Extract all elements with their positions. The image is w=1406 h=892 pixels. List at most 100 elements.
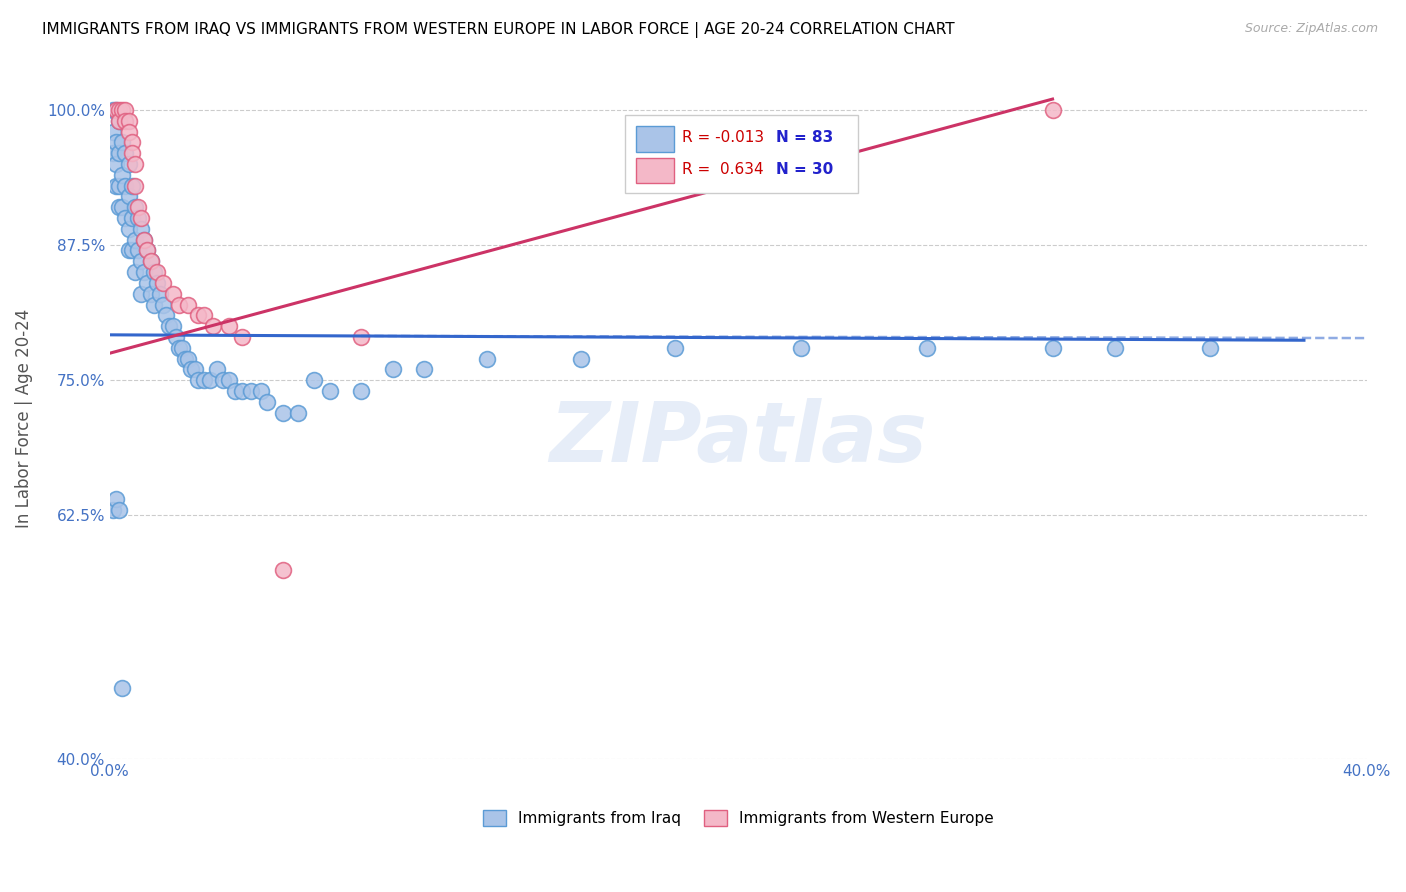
Point [114, 146, 136, 161]
FancyBboxPatch shape [626, 115, 858, 194]
Point [1042, 103, 1064, 117]
Point [124, 178, 146, 193]
Point [152, 297, 174, 311]
Point [111, 681, 134, 696]
Legend: Immigrants from Iraq, Immigrants from Western Europe: Immigrants from Iraq, Immigrants from We… [477, 804, 1000, 832]
Point [664, 341, 686, 355]
Point [108, 503, 131, 517]
Point [127, 211, 149, 225]
Point [177, 351, 200, 366]
Point [121, 211, 143, 225]
Point [124, 265, 146, 279]
Point [180, 362, 202, 376]
Point [205, 362, 228, 376]
Point [117, 222, 139, 236]
Point [105, 492, 128, 507]
Point [114, 211, 136, 225]
Point [155, 309, 177, 323]
Point [139, 286, 162, 301]
Point [105, 157, 128, 171]
Point [124, 233, 146, 247]
Point [142, 297, 165, 311]
Point [1042, 341, 1064, 355]
Point [381, 362, 404, 376]
Point [1198, 341, 1220, 355]
Text: ZIPatlas: ZIPatlas [550, 398, 927, 479]
Point [108, 113, 131, 128]
Point [218, 319, 240, 334]
Point [127, 200, 149, 214]
Point [111, 168, 134, 182]
Point [187, 309, 209, 323]
Point [569, 351, 592, 366]
Text: IMMIGRANTS FROM IRAQ VS IMMIGRANTS FROM WESTERN EUROPE IN LABOR FORCE | AGE 20-2: IMMIGRANTS FROM IRAQ VS IMMIGRANTS FROM … [42, 22, 955, 38]
Point [174, 351, 197, 366]
Point [117, 113, 139, 128]
FancyBboxPatch shape [637, 158, 673, 183]
Point [146, 276, 169, 290]
Point [218, 373, 240, 387]
Point [202, 319, 225, 334]
Point [1104, 341, 1126, 355]
Point [167, 297, 190, 311]
Point [170, 341, 193, 355]
Point [101, 124, 124, 138]
Text: N = 83: N = 83 [776, 130, 834, 145]
FancyBboxPatch shape [637, 127, 673, 152]
Point [108, 200, 131, 214]
Point [129, 254, 152, 268]
Point [915, 341, 938, 355]
Point [413, 362, 436, 376]
Point [162, 319, 184, 334]
Point [350, 384, 373, 398]
Point [287, 406, 309, 420]
Point [101, 503, 124, 517]
Point [124, 157, 146, 171]
Point [124, 200, 146, 214]
Point [136, 276, 159, 290]
Point [200, 373, 222, 387]
Point [111, 103, 134, 117]
Point [129, 286, 152, 301]
Point [187, 373, 209, 387]
Point [231, 384, 253, 398]
Point [240, 384, 263, 398]
Point [105, 178, 128, 193]
Point [177, 297, 200, 311]
Point [152, 276, 174, 290]
Point [139, 254, 162, 268]
Point [134, 233, 156, 247]
Point [121, 136, 143, 150]
Point [231, 330, 253, 344]
Point [101, 146, 124, 161]
Point [134, 233, 156, 247]
Point [111, 200, 134, 214]
Point [101, 103, 124, 117]
Point [127, 244, 149, 258]
Point [136, 244, 159, 258]
Point [256, 395, 278, 409]
Point [159, 319, 181, 334]
Point [117, 244, 139, 258]
Point [114, 103, 136, 117]
Point [146, 265, 169, 279]
Point [108, 178, 131, 193]
Point [212, 373, 235, 387]
Point [142, 265, 165, 279]
Point [108, 113, 131, 128]
Point [105, 103, 128, 117]
Point [121, 146, 143, 161]
Point [108, 103, 131, 117]
Point [129, 222, 152, 236]
Point [117, 189, 139, 203]
Point [149, 286, 172, 301]
Point [129, 211, 152, 225]
Point [790, 341, 813, 355]
Point [165, 330, 187, 344]
Point [105, 103, 128, 117]
Point [271, 406, 294, 420]
Y-axis label: In Labor Force | Age 20-24: In Labor Force | Age 20-24 [15, 309, 32, 528]
Point [121, 178, 143, 193]
Point [319, 384, 342, 398]
Point [111, 136, 134, 150]
